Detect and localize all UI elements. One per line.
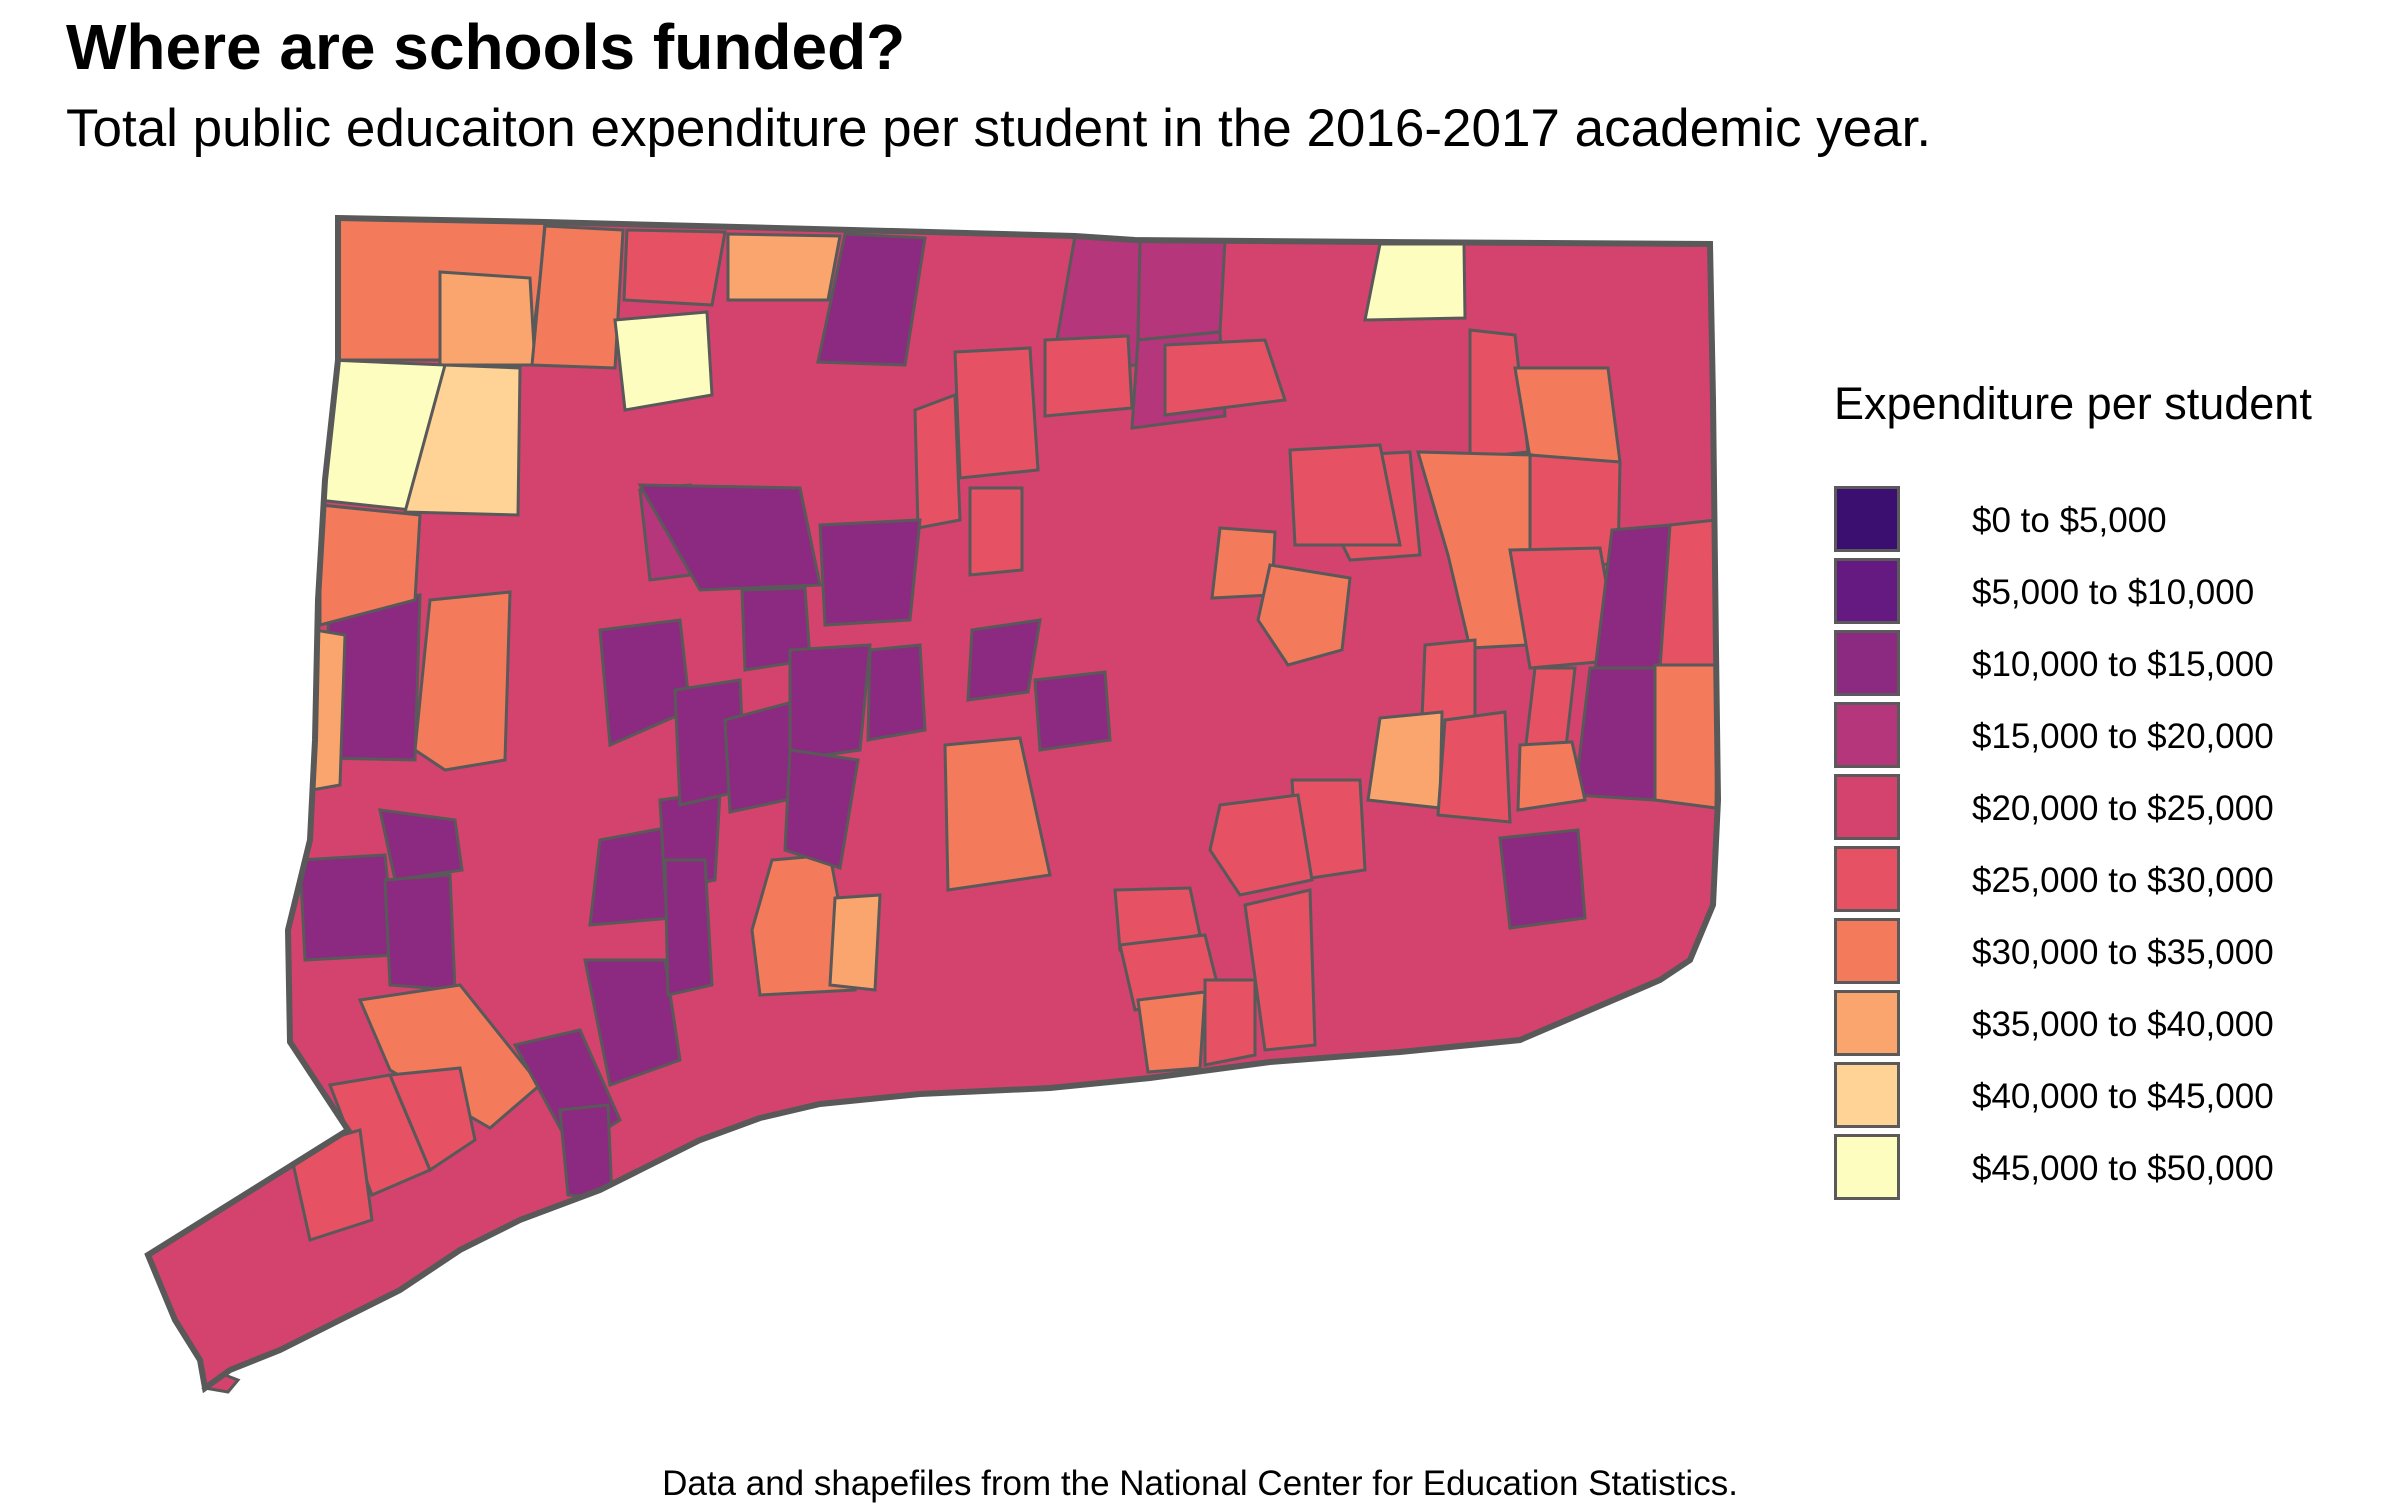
legend-label: $20,000 to $25,000 [1972, 789, 2274, 828]
district [1516, 740, 1587, 812]
district [378, 808, 464, 882]
district [1366, 710, 1444, 810]
legend-item: $40,000 to $45,000 [1834, 1062, 2394, 1134]
district [1658, 518, 1718, 670]
district [357, 983, 543, 1130]
legend-label: $15,000 to $20,000 [1972, 717, 2274, 756]
district [613, 310, 714, 412]
legend-label: $30,000 to $35,000 [1972, 933, 2274, 972]
district [968, 486, 1024, 577]
district [1256, 563, 1352, 667]
legend-label: $0 to $5,000 [1972, 501, 2167, 540]
legend-swatch [1834, 1134, 1900, 1200]
state-outline [144, 214, 1722, 1394]
legend-item: $5,000 to $10,000 [1834, 558, 2394, 630]
district [913, 392, 962, 530]
district [726, 232, 842, 302]
district [1363, 242, 1467, 322]
district [1136, 238, 1227, 342]
legend-swatch [1834, 774, 1900, 840]
district [818, 518, 922, 627]
legend-label: $25,000 to $30,000 [1972, 861, 2274, 900]
district [1436, 710, 1512, 824]
district [1203, 978, 1257, 1067]
district [1288, 443, 1402, 547]
legend-item: $20,000 to $25,000 [1834, 774, 2394, 846]
legend-item: $0 to $5,000 [1834, 486, 2394, 558]
legend: Expenditure per student $0 to $5,000 $5,0… [1834, 378, 2394, 1206]
district [413, 590, 512, 772]
map-subtitle: Total public educaiton expenditure per s… [66, 99, 1932, 158]
district [1415, 450, 1534, 650]
legend-swatch [1834, 558, 1900, 624]
legend-label: $45,000 to $50,000 [1972, 1149, 2274, 1188]
district [828, 893, 882, 992]
legend-swatch [1834, 990, 1900, 1056]
district [1573, 666, 1662, 802]
district [1163, 338, 1288, 417]
district [788, 643, 872, 762]
district [866, 643, 927, 742]
legend-label: $40,000 to $45,000 [1972, 1077, 2274, 1116]
legend-swatch [1834, 630, 1900, 696]
district [783, 748, 860, 870]
district [1653, 663, 1718, 810]
legend-swatch [1834, 486, 1900, 552]
district [438, 270, 537, 367]
district [966, 618, 1042, 702]
legend-swatch [1834, 918, 1900, 984]
legend-item: $10,000 to $15,000 [1834, 630, 2394, 702]
legend-item: $35,000 to $40,000 [1834, 990, 2394, 1062]
district [816, 232, 927, 367]
map-title: Where are schools funded? [66, 11, 906, 83]
legend-swatch [1834, 1062, 1900, 1128]
district [1498, 828, 1587, 930]
district [530, 224, 625, 370]
district [1136, 990, 1207, 1074]
district [1043, 334, 1134, 418]
legend-items: $0 to $5,000 $5,000 to $10,000 $10,000 to … [1834, 486, 2394, 1206]
district [298, 853, 397, 962]
district [1208, 793, 1314, 897]
district [1033, 670, 1112, 752]
district [637, 483, 822, 592]
district [943, 736, 1052, 892]
district [1513, 366, 1622, 464]
legend-item: $30,000 to $35,000 [1834, 918, 2394, 990]
legend-item: $25,000 to $30,000 [1834, 846, 2394, 918]
district [583, 958, 682, 1087]
district [622, 228, 727, 307]
legend-label: $5,000 to $10,000 [1972, 573, 2255, 612]
district [387, 1066, 477, 1173]
legend-swatch [1834, 702, 1900, 768]
district [383, 873, 457, 992]
legend-title: Expenditure per student [1834, 378, 2312, 429]
legend-label: $35,000 to $40,000 [1972, 1005, 2274, 1044]
district [953, 346, 1040, 480]
legend-label: $10,000 to $15,000 [1972, 645, 2274, 684]
district [403, 363, 522, 517]
legend-item: $15,000 to $20,000 [1834, 702, 2394, 774]
district [663, 858, 714, 997]
source-caption: Data and shapefiles from the National Ce… [662, 1464, 1738, 1503]
district [558, 1103, 614, 1200]
district [588, 826, 674, 927]
district [1243, 888, 1317, 1052]
legend-item: $45,000 to $50,000 [1834, 1134, 2394, 1206]
legend-swatch [1834, 846, 1900, 912]
